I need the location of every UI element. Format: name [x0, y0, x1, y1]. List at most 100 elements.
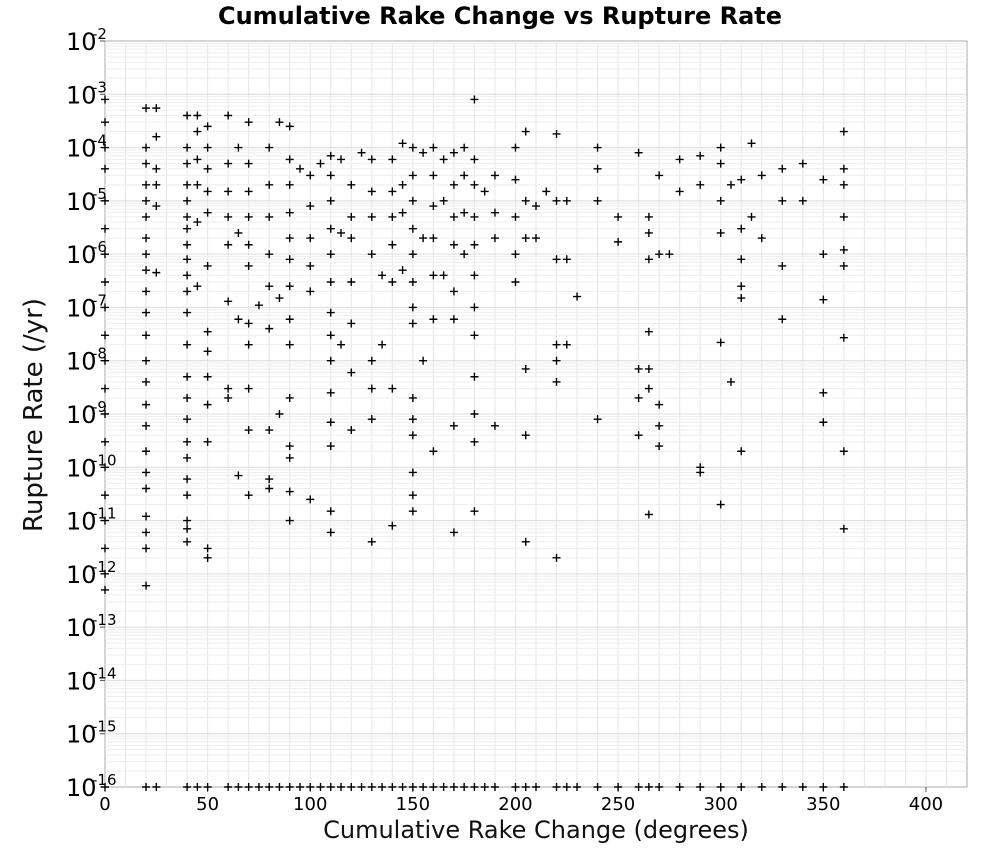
data-point [367, 356, 376, 365]
data-point [429, 234, 438, 243]
data-point [778, 164, 787, 173]
data-point [644, 212, 653, 221]
data-point [490, 421, 499, 430]
x-tick-label: 250 [601, 794, 635, 815]
x-tick-label: 150 [396, 794, 430, 815]
data-point [614, 783, 623, 791]
data-point [408, 143, 417, 152]
data-point [562, 255, 571, 264]
data-point [234, 228, 243, 237]
data-point [265, 282, 274, 291]
data-point [326, 418, 335, 427]
data-point [798, 196, 807, 205]
data-point [183, 212, 192, 221]
data-point [552, 196, 561, 205]
data-point [819, 418, 828, 427]
data-point [552, 255, 561, 264]
data-point [675, 187, 684, 196]
data-point [285, 122, 294, 131]
y-tick-label: 10 [66, 401, 97, 429]
data-point [183, 143, 192, 152]
data-point [644, 384, 653, 393]
data-point [101, 516, 109, 525]
data-point [737, 294, 746, 303]
data-point [326, 224, 335, 233]
data-point [142, 447, 151, 456]
data-point [839, 212, 848, 221]
data-point [460, 783, 469, 791]
y-tick-exponent: -13 [92, 611, 117, 629]
data-point [142, 512, 151, 521]
data-point [265, 250, 274, 259]
data-point [388, 212, 397, 221]
data-point [408, 319, 417, 328]
data-point [532, 202, 540, 211]
data-point [634, 393, 643, 402]
data-point [614, 237, 623, 246]
data-point [326, 388, 335, 397]
data-point [798, 783, 807, 791]
data-point [203, 437, 212, 446]
data-point [285, 442, 294, 451]
data-point [408, 468, 417, 477]
data-point [244, 426, 253, 435]
data-point [737, 282, 746, 291]
data-point [378, 271, 387, 280]
data-point [224, 212, 233, 221]
data-point [101, 278, 109, 287]
data-point [142, 544, 151, 553]
data-point [254, 301, 263, 310]
data-point [193, 218, 202, 227]
data-point [142, 783, 151, 791]
data-point [542, 187, 551, 196]
data-point [101, 491, 109, 500]
data-point [408, 250, 417, 259]
data-point [101, 463, 109, 472]
data-point [449, 528, 458, 537]
data-point [357, 783, 366, 791]
data-point [285, 453, 294, 462]
data-point [593, 196, 602, 205]
data-point [665, 250, 674, 259]
data-point [142, 421, 151, 430]
data-point [326, 250, 335, 259]
data-point [839, 164, 848, 173]
data-point [326, 356, 335, 365]
data-point [142, 104, 151, 113]
data-point [470, 437, 479, 446]
data-point [470, 95, 479, 104]
data-point [737, 224, 746, 233]
data-point [470, 155, 479, 164]
data-point [316, 783, 325, 791]
data-point [306, 783, 315, 791]
y-tick-exponent: -5 [92, 185, 107, 203]
data-point [408, 196, 417, 205]
data-point [532, 783, 540, 791]
data-point [244, 261, 253, 270]
data-point [183, 111, 192, 120]
data-point [244, 212, 253, 221]
data-point [398, 139, 407, 148]
data-point [265, 475, 274, 484]
data-point [142, 528, 151, 537]
data-point [388, 521, 397, 530]
data-point [655, 171, 664, 180]
data-point [429, 271, 438, 280]
data-point [316, 159, 325, 168]
x-tick-label: 350 [806, 794, 840, 815]
data-point [285, 155, 294, 164]
data-point [101, 410, 109, 418]
data-point [490, 208, 499, 217]
data-point [419, 234, 428, 243]
data-point [142, 356, 151, 365]
data-point [203, 553, 212, 562]
data-point [142, 250, 151, 259]
data-point [778, 196, 787, 205]
data-point [326, 331, 335, 340]
data-point [183, 287, 192, 296]
data-point [367, 187, 376, 196]
data-point [275, 783, 284, 791]
data-point [183, 437, 192, 446]
data-point [562, 340, 571, 349]
